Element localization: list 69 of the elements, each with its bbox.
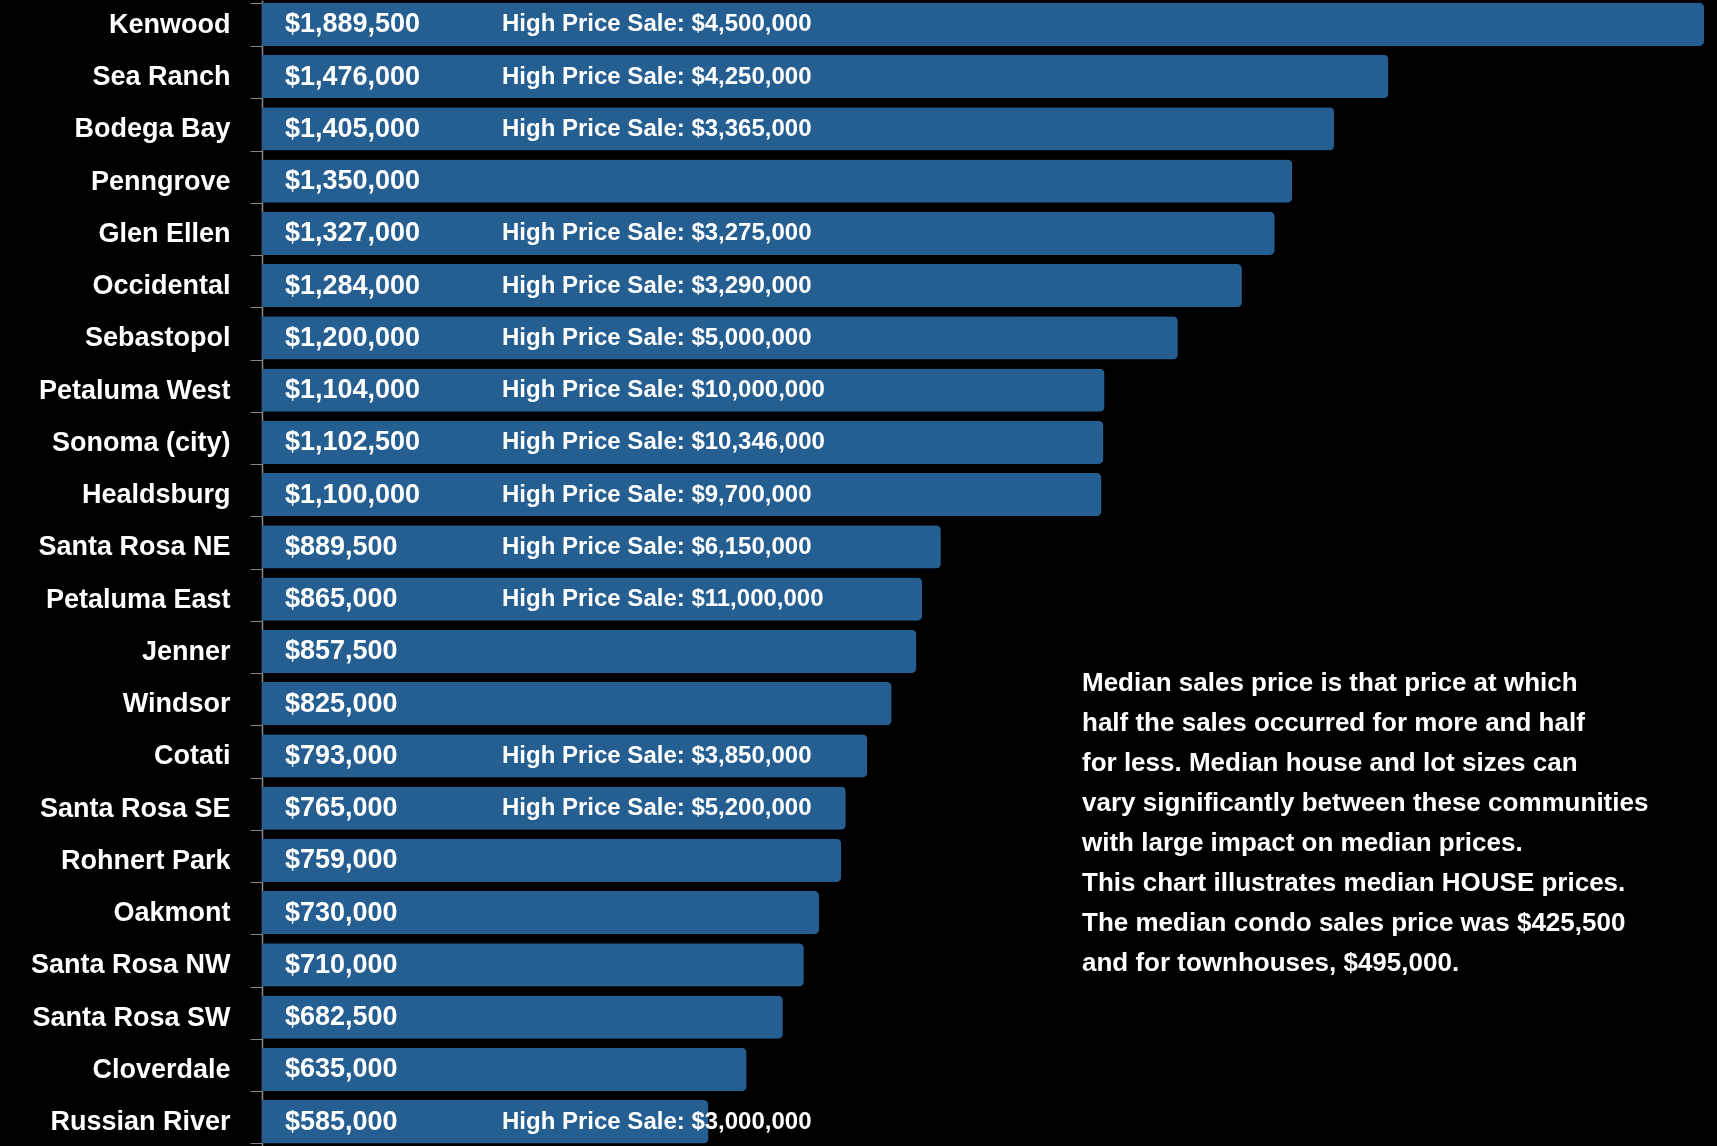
data-label: $730,000	[285, 896, 398, 927]
annotation: High Price Sale: $10,346,000	[502, 427, 825, 455]
bar	[262, 890, 820, 935]
y-tick-label: Petaluma East	[45, 583, 231, 614]
bar	[262, 159, 1293, 203]
bar	[262, 943, 804, 987]
y-tick-label: Sonoma (city)	[51, 426, 231, 457]
annotation: High Price Sale: $5,200,000	[502, 793, 812, 821]
data-label: $682,500	[285, 1001, 398, 1032]
y-tick-label: Penngrove	[90, 165, 231, 196]
data-label: $1,100,000	[285, 478, 421, 509]
y-tick-label: Occidental	[92, 270, 231, 301]
data-label: $765,000	[285, 792, 398, 823]
bar	[262, 629, 917, 674]
annotation: High Price Sale: $10,000,000	[502, 375, 825, 403]
y-tick-label: Cotati	[154, 740, 231, 771]
data-label: $1,350,000	[285, 165, 421, 196]
annotation: High Price Sale: $3,365,000	[502, 113, 812, 141]
y-tick-label: Jenner	[141, 635, 231, 666]
data-label: $1,476,000	[285, 60, 421, 91]
data-label: $825,000	[285, 687, 398, 718]
y-tick-label: Santa Rosa NW	[30, 949, 231, 980]
data-label: $1,102,500	[285, 426, 421, 457]
data-label: $1,284,000	[285, 269, 421, 300]
bar	[262, 995, 783, 1039]
data-label: $759,000	[285, 844, 398, 875]
y-tick-label: Petaluma West	[38, 374, 231, 405]
y-tick-label: Sea Ranch	[92, 61, 231, 92]
data-label: $1,104,000	[285, 374, 421, 405]
bar	[262, 1047, 747, 1092]
y-tick-label: Glen Ellen	[98, 217, 231, 248]
y-tick-label: Santa Rosa SE	[39, 792, 231, 823]
data-label: $585,000	[285, 1105, 398, 1136]
y-tick-label: Cloverdale	[92, 1053, 231, 1084]
data-label: $1,405,000	[285, 112, 421, 143]
annotation: High Price Sale: $5,000,000	[502, 322, 812, 350]
bar	[262, 838, 842, 883]
annotation: High Price Sale: $3,275,000	[502, 218, 812, 246]
y-tick-label: Sebastopol	[84, 322, 231, 353]
data-label: $793,000	[285, 739, 398, 770]
annotation: High Price Sale: $4,250,000	[502, 61, 812, 89]
annotation: High Price Sale: $11,000,000	[502, 584, 824, 612]
data-label: $635,000	[285, 1053, 398, 1084]
y-tick-label: Santa Rosa SW	[32, 1001, 232, 1032]
data-label: $865,000	[285, 583, 398, 614]
bar	[262, 681, 892, 726]
data-label: $1,327,000	[285, 217, 421, 248]
y-tick-label: Rohnert Park	[60, 844, 232, 875]
y-tick-label: Oakmont	[113, 897, 231, 928]
annotation: High Price Sale: $3,290,000	[502, 270, 812, 298]
data-label: $1,889,500	[285, 8, 421, 39]
annotation: High Price Sale: $3,850,000	[502, 740, 812, 768]
data-label: $857,500	[285, 635, 398, 666]
y-tick-label: Kenwood	[109, 8, 231, 39]
y-tick-label: Windsor	[122, 688, 231, 719]
data-label: $710,000	[285, 948, 398, 979]
annotation: High Price Sale: $6,150,000	[502, 531, 812, 559]
y-tick-label: Santa Rosa NE	[38, 531, 231, 562]
annotation: This chart illustrates median HOUSE prices. The median condo sales price was $425,500 and for townhouses, $495,000.	[1082, 867, 1626, 977]
annotation: Median sales price is that price at which half the sales occurred for more and half for less. Median house and lot sizes can vary significantly between these communities with large impact on median prices.	[1081, 667, 1649, 857]
data-label: $1,200,000	[285, 321, 421, 352]
bar	[262, 54, 1389, 99]
y-tick-label: Bodega Bay	[74, 113, 231, 144]
data-label: $889,500	[285, 530, 398, 561]
y-tick-label: Healdsburg	[81, 479, 231, 510]
annotation: High Price Sale: $9,700,000	[502, 479, 812, 507]
annotation: High Price Sale: $4,500,000	[502, 9, 812, 37]
y-tick-label: Russian River	[50, 1106, 231, 1137]
bar	[262, 2, 1704, 46]
